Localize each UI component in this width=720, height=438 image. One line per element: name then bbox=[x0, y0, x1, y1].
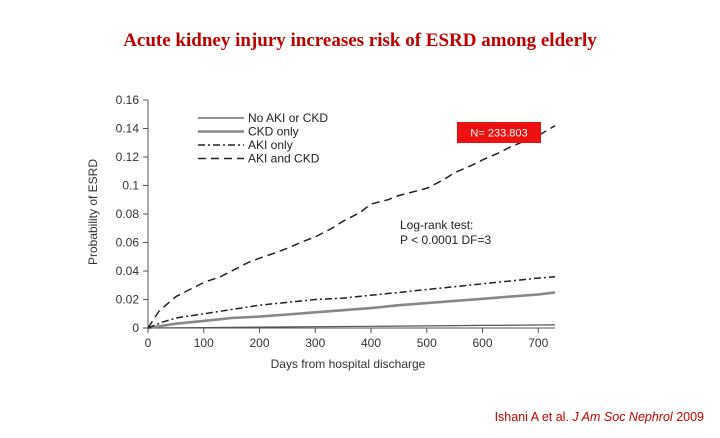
x-tick-label: 600 bbox=[473, 336, 493, 350]
citation-journal: J Am Soc Nephrol bbox=[572, 410, 673, 424]
y-tick-label: 0.08 bbox=[116, 207, 140, 221]
y-tick-label: 0.04 bbox=[116, 264, 140, 278]
x-tick-label: 200 bbox=[249, 336, 269, 350]
chart-ticks: 0 100 200 300 400 500 600 700 0 0.02 0.04 0.06 0.08 0… bbox=[116, 93, 549, 350]
x-tick-label: 100 bbox=[194, 336, 214, 350]
series-line-aki-only bbox=[147, 275, 556, 329]
legend-label-aki-and-ckd: AKI and CKD bbox=[248, 152, 320, 166]
y-tick-label: 0.12 bbox=[116, 150, 140, 164]
slide-title: Acute kidney injury increases risk of ES… bbox=[123, 30, 597, 51]
n-count-text: N= 233.803 bbox=[470, 128, 527, 140]
y-tick-label: 0.06 bbox=[116, 236, 140, 250]
n-count-badge bbox=[457, 122, 541, 143]
x-tick-label: 400 bbox=[361, 336, 381, 350]
series-line-no-aki-or-ckd bbox=[147, 324, 556, 329]
y-tick-label: 0 bbox=[132, 321, 139, 335]
citation-year: 2009 bbox=[676, 410, 704, 424]
x-tick-label: 300 bbox=[305, 336, 325, 350]
legend-label-aki-only: AKI only bbox=[248, 138, 293, 152]
y-tick-label: 0.16 bbox=[116, 93, 140, 107]
y-tick-label: 0.1 bbox=[122, 179, 139, 193]
citation-authors: Ishani A et al. bbox=[494, 410, 569, 424]
chart-series bbox=[147, 125, 556, 330]
logrank-p-value: P < 0.0001 DF=3 bbox=[400, 233, 492, 247]
logrank-test-label: Log-rank test: bbox=[400, 218, 473, 232]
y-tick-label: 0.02 bbox=[116, 293, 140, 307]
legend-label-ckd-only: CKD only bbox=[248, 125, 299, 139]
series-line-aki-and-ckd bbox=[147, 125, 556, 329]
x-tick-label: 700 bbox=[528, 336, 548, 350]
x-axis-label: Days from hospital discharge bbox=[271, 357, 426, 371]
x-tick-label: 500 bbox=[417, 336, 437, 350]
citation: Ishani A et al. J Am Soc Nephrol 2009 bbox=[495, 410, 704, 424]
y-tick-label: 0.14 bbox=[116, 122, 140, 136]
y-axis-label: Probability of ESRD bbox=[86, 159, 100, 265]
series-line-ckd-only bbox=[147, 291, 556, 330]
legend-label-no-aki-or-ckd: No AKI or CKD bbox=[248, 111, 328, 125]
x-tick-label: 0 bbox=[145, 336, 152, 350]
